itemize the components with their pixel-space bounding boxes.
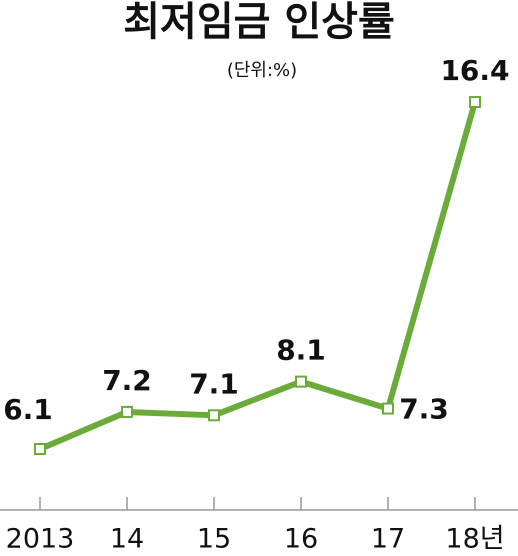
value-label: 8.1: [276, 334, 326, 367]
x-tick-label: 17: [371, 524, 405, 555]
marker: [295, 375, 307, 388]
x-tick-label: 18년: [445, 524, 504, 555]
chart-subtitle: (단위:%): [227, 60, 297, 81]
value-label: 7.1: [189, 367, 239, 400]
x-tick-label: 16: [284, 524, 318, 555]
marker: [34, 443, 46, 455]
marker: [469, 96, 481, 108]
marker: [121, 405, 133, 418]
value-label: 7.3: [399, 393, 449, 426]
value-label: 16.4: [440, 54, 509, 87]
chart-title: 최저임금 인상률: [123, 0, 395, 45]
value-label: 7.2: [102, 364, 152, 397]
x-tick-label: 2013: [6, 524, 75, 555]
x-tick-label: 15: [197, 524, 231, 555]
marker: [382, 402, 394, 415]
marker: [208, 409, 220, 422]
value-label: 6.1: [3, 393, 53, 426]
line: [38, 101, 478, 452]
x-tick-label: 14: [110, 524, 144, 555]
